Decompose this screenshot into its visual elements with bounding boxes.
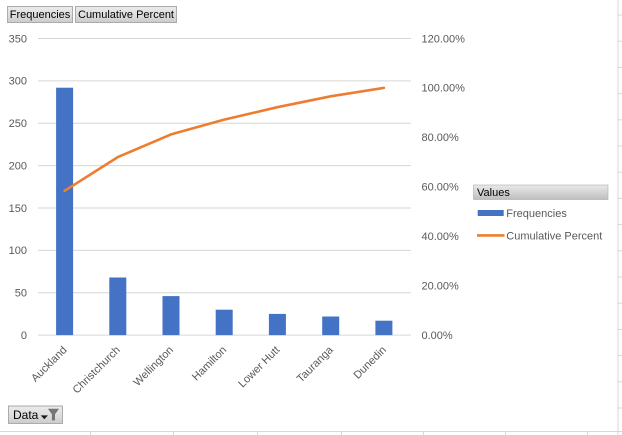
svg-text:50: 50 (15, 288, 27, 300)
svg-text:Cumulative Percent: Cumulative Percent (506, 230, 602, 242)
svg-text:Lower Hutt: Lower Hutt (236, 344, 282, 390)
svg-text:0: 0 (21, 330, 27, 342)
svg-text:Frequencies: Frequencies (10, 9, 71, 21)
svg-text:60.00%: 60.00% (422, 182, 460, 194)
svg-text:300: 300 (9, 76, 27, 88)
svg-text:Auckland: Auckland (29, 344, 69, 384)
svg-text:20.00%: 20.00% (422, 281, 460, 293)
svg-text:80.00%: 80.00% (422, 132, 460, 144)
svg-text:250: 250 (9, 118, 27, 130)
svg-text:Christchurch: Christchurch (71, 344, 123, 396)
svg-text:100: 100 (9, 245, 27, 257)
svg-text:Hamilton: Hamilton (190, 344, 229, 383)
svg-text:Cumulative Percent: Cumulative Percent (78, 9, 174, 21)
svg-text:40.00%: 40.00% (422, 231, 460, 243)
svg-text:Wellington: Wellington (131, 344, 176, 389)
svg-text:150: 150 (9, 203, 27, 215)
svg-text:120.00%: 120.00% (422, 33, 466, 45)
svg-text:Frequencies: Frequencies (506, 208, 567, 220)
svg-text:Data: Data (13, 408, 39, 422)
svg-text:Tauranga: Tauranga (295, 344, 337, 386)
svg-text:350: 350 (9, 33, 27, 45)
svg-text:0.00%: 0.00% (422, 330, 453, 342)
svg-text:Values: Values (477, 187, 510, 199)
svg-text:200: 200 (9, 160, 27, 172)
svg-text:Dunedin: Dunedin (351, 344, 388, 381)
svg-text:100.00%: 100.00% (422, 83, 466, 95)
